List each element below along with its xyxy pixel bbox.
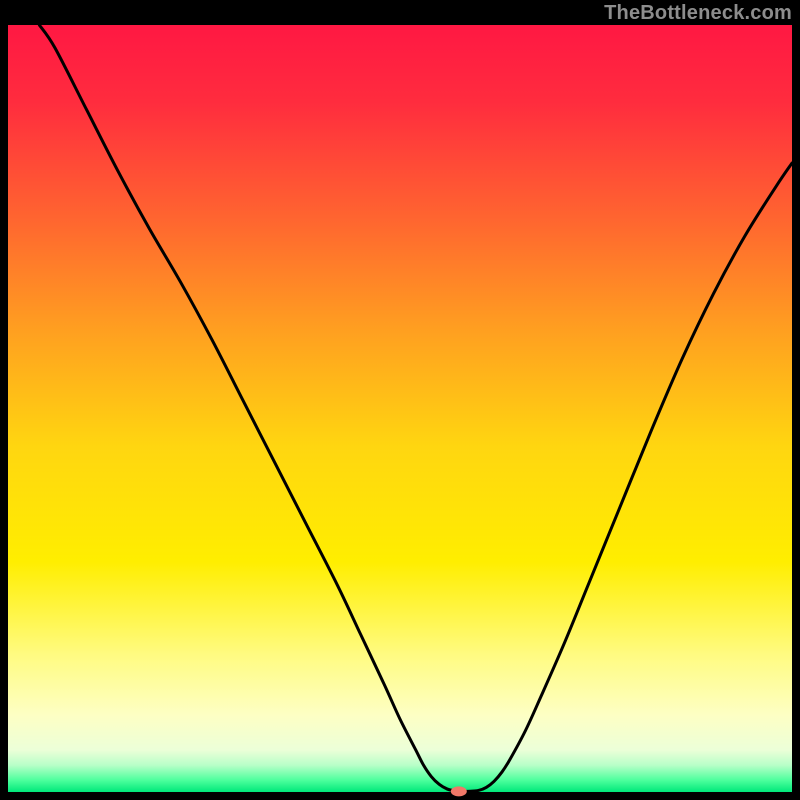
watermark-text: TheBottleneck.com <box>604 2 792 25</box>
chart-container: { "watermark": "TheBottleneck.com", "cha… <box>0 0 800 800</box>
bottleneck-chart <box>0 0 800 800</box>
